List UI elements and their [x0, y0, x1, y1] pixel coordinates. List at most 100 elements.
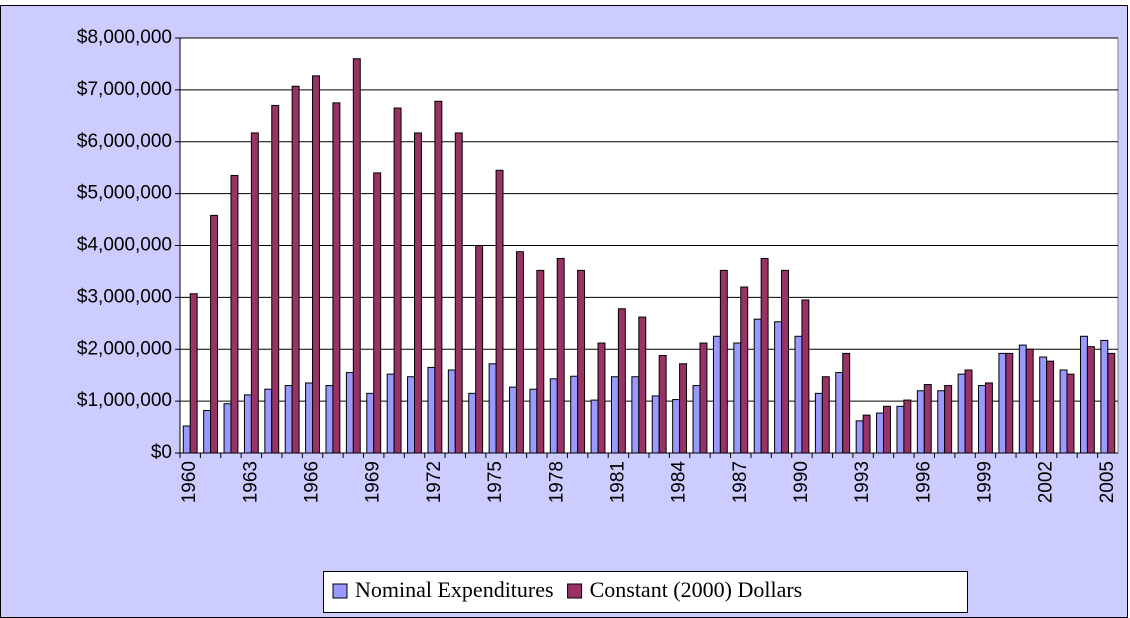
bar — [210, 214, 219, 454]
bar — [1079, 335, 1088, 454]
bar — [733, 342, 742, 454]
y-tick-label: $1,000,000 — [77, 390, 172, 411]
bar — [712, 335, 721, 454]
bar — [740, 286, 749, 454]
bar — [610, 376, 619, 454]
bar — [386, 373, 395, 454]
bar — [679, 363, 688, 454]
x-tick-label: 1966 — [302, 461, 323, 503]
bar — [509, 386, 517, 454]
y-tick-label: $6,000,000 — [77, 131, 172, 152]
bar — [577, 269, 586, 454]
bar — [529, 388, 538, 454]
x-tick-label: 1987 — [730, 461, 751, 503]
bar — [427, 366, 436, 454]
bar — [590, 399, 599, 454]
y-tick-label: $5,000,000 — [77, 183, 172, 204]
bar — [488, 363, 497, 454]
x-tick-label: 2002 — [1036, 461, 1057, 503]
bar — [284, 385, 293, 454]
bar — [821, 376, 830, 454]
bar — [366, 392, 375, 454]
x-tick-label: 1984 — [669, 461, 690, 504]
bar — [692, 385, 701, 454]
bar — [937, 390, 946, 454]
bar — [305, 382, 314, 454]
bar — [1107, 352, 1116, 454]
bar — [495, 169, 504, 454]
bar — [760, 257, 769, 454]
bar — [699, 342, 708, 454]
bar — [916, 390, 925, 454]
bar — [468, 392, 477, 454]
bar — [1100, 339, 1109, 454]
y-tick-label: $0 — [151, 442, 172, 463]
bar — [264, 388, 273, 454]
y-tick-label: $8,000,000 — [77, 27, 172, 48]
legend-swatch — [332, 583, 348, 599]
bar — [1025, 348, 1034, 454]
legend-box — [323, 571, 968, 613]
bar — [597, 342, 606, 454]
x-tick-label: 1969 — [363, 461, 384, 503]
y-tick-label: $7,000,000 — [77, 79, 172, 100]
legend-swatch — [567, 583, 583, 599]
y-tick-label: $4,000,000 — [77, 235, 172, 256]
x-tick-label: 1981 — [607, 461, 628, 503]
bar — [1018, 344, 1027, 454]
bar — [250, 132, 259, 454]
bar — [658, 354, 667, 454]
bar — [312, 75, 320, 454]
legend: Nominal Expenditures Constant (2000) Doll… — [323, 571, 968, 613]
bar — [536, 269, 545, 454]
bar — [998, 352, 1007, 454]
bar — [407, 376, 415, 454]
bar — [1005, 352, 1014, 454]
x-tick-label: 1972 — [424, 461, 445, 503]
bar — [549, 378, 558, 454]
bar — [964, 369, 973, 454]
bar — [373, 172, 382, 454]
bar — [719, 269, 728, 454]
bar — [393, 107, 402, 454]
legend-label: Nominal Expenditures — [355, 577, 554, 602]
bar — [271, 104, 280, 454]
bar — [182, 425, 191, 454]
bar — [883, 405, 891, 454]
bar — [243, 394, 252, 454]
y-tick-label: $3,000,000 — [77, 286, 172, 307]
bar — [352, 58, 361, 454]
bar — [984, 382, 993, 454]
x-tick-label: 1993 — [852, 461, 873, 503]
bar — [332, 102, 341, 454]
x-tick-label: 1999 — [974, 461, 995, 503]
bar — [189, 293, 198, 454]
bar — [1086, 346, 1095, 454]
x-tick-label: 1996 — [913, 461, 934, 503]
bar — [556, 257, 565, 454]
bar — [978, 385, 986, 454]
bar — [957, 373, 966, 454]
bar — [862, 414, 871, 454]
bar — [345, 372, 354, 454]
bar — [325, 385, 334, 454]
bar — [570, 375, 579, 454]
bar — [230, 174, 239, 454]
bar — [223, 403, 232, 454]
bar — [631, 376, 640, 454]
bar — [781, 269, 789, 454]
bar — [814, 392, 823, 454]
bar — [1039, 356, 1048, 454]
x-tick-label: 1960 — [179, 461, 200, 503]
bar — [651, 395, 660, 454]
bar — [896, 405, 905, 454]
x-tick-label: 1978 — [546, 461, 567, 503]
bar — [842, 352, 851, 454]
bar — [876, 412, 884, 454]
bar — [835, 372, 844, 454]
bar — [903, 399, 912, 454]
bar — [923, 384, 932, 454]
bar — [1059, 369, 1068, 454]
x-tick-label: 1990 — [791, 461, 812, 503]
